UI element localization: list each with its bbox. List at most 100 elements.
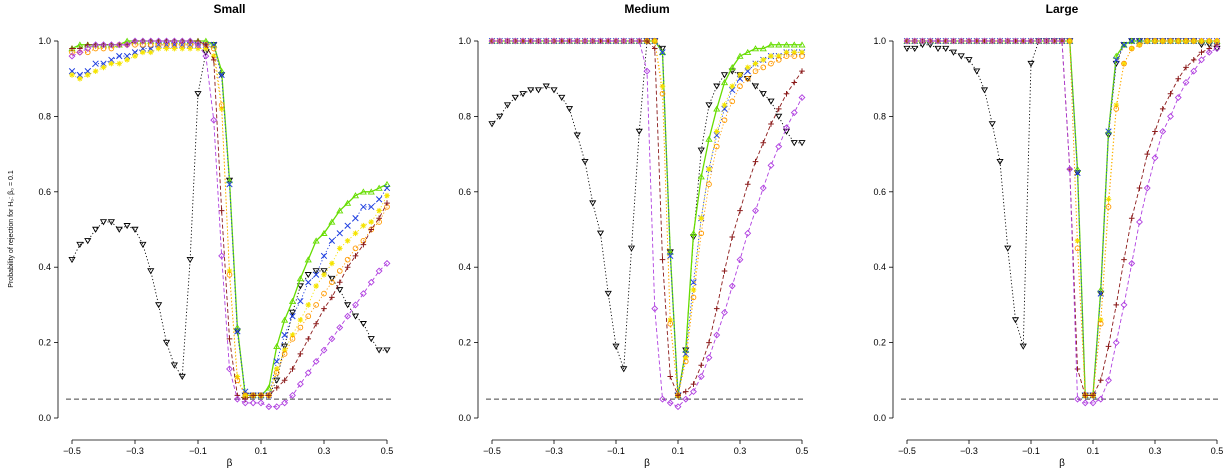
chart-panel-2: Medium 0.0 0.2 0.4 0.6 0.8 1.0 −0.5 −0.3 −0.1 0.1 0… <box>458 2 808 469</box>
data-point <box>1190 57 1197 63</box>
data-point <box>706 339 712 346</box>
data-point <box>375 347 383 354</box>
data-point <box>344 264 351 270</box>
data-point <box>1012 37 1019 45</box>
data-point <box>798 140 806 147</box>
data-point <box>1113 56 1120 64</box>
data-point <box>729 98 736 105</box>
y-tick-label: 0.0 <box>873 413 886 423</box>
data-point <box>210 45 217 52</box>
data-point <box>359 290 367 298</box>
data-point <box>790 109 798 117</box>
series-5 <box>904 38 1220 399</box>
data-point <box>1074 238 1081 244</box>
data-point <box>281 351 288 357</box>
data-point <box>542 37 550 45</box>
data-point <box>589 37 597 45</box>
data-point <box>203 41 209 48</box>
data-point <box>1175 38 1182 44</box>
data-point <box>713 105 721 112</box>
data-point <box>265 403 273 411</box>
data-point <box>313 320 319 327</box>
data-point <box>359 188 367 195</box>
data-point <box>744 48 752 55</box>
data-point <box>320 252 328 260</box>
data-point <box>1066 38 1073 44</box>
data-point <box>744 64 751 71</box>
data-point <box>996 158 1004 166</box>
data-point <box>273 369 280 376</box>
data-point <box>242 396 249 402</box>
data-point <box>344 312 352 320</box>
data-point <box>721 309 728 316</box>
data-point <box>123 223 131 230</box>
x-tick-label: −0.3 <box>960 446 978 456</box>
data-point <box>281 347 288 353</box>
data-point <box>1128 215 1135 221</box>
data-point <box>241 399 249 407</box>
data-point <box>775 53 782 59</box>
data-point <box>729 83 736 90</box>
data-point <box>612 343 620 350</box>
data-point <box>344 302 352 309</box>
data-point <box>644 38 650 44</box>
data-point <box>92 60 99 67</box>
data-point <box>1128 37 1136 44</box>
data-point <box>721 268 728 274</box>
x-tick-label: −0.1 <box>607 446 625 456</box>
data-point <box>336 287 344 294</box>
data-point <box>234 328 241 335</box>
data-point <box>321 271 327 278</box>
data-point <box>488 121 496 128</box>
data-point <box>682 388 689 395</box>
data-point <box>790 140 798 147</box>
data-point <box>312 237 320 244</box>
data-point <box>1066 38 1073 44</box>
data-point <box>344 199 352 206</box>
data-point <box>790 41 798 48</box>
data-point <box>360 203 367 211</box>
data-point <box>666 248 674 255</box>
data-point <box>667 320 674 327</box>
data-point <box>84 238 92 245</box>
data-point <box>690 287 697 293</box>
data-point <box>289 366 296 372</box>
data-point <box>942 37 950 45</box>
data-point <box>744 181 751 188</box>
panel-title: Medium <box>624 2 669 16</box>
series-5 <box>489 38 805 399</box>
data-point <box>344 222 351 229</box>
data-point <box>527 87 535 94</box>
data-point <box>305 279 312 286</box>
data-point <box>565 106 574 113</box>
data-point <box>705 354 713 362</box>
data-point <box>965 57 973 64</box>
data-point <box>359 321 367 328</box>
data-point <box>667 252 674 260</box>
data-point <box>775 41 783 48</box>
data-point <box>682 354 689 361</box>
data-point <box>783 49 790 56</box>
data-point <box>752 158 759 165</box>
data-point <box>721 102 728 108</box>
data-point <box>69 45 75 52</box>
series-7 <box>68 37 391 411</box>
data-point <box>1152 128 1158 135</box>
data-point <box>689 229 698 236</box>
data-point <box>511 37 519 45</box>
data-point <box>573 37 581 45</box>
data-point <box>312 268 320 275</box>
data-point <box>336 207 344 214</box>
data-point <box>1097 395 1105 403</box>
data-point <box>297 297 304 305</box>
series-6 <box>489 38 805 399</box>
data-point <box>957 53 965 60</box>
data-point <box>713 128 720 135</box>
data-point <box>496 113 504 120</box>
series-7 <box>488 37 806 411</box>
data-point <box>690 381 697 387</box>
x-tick-label: −0.5 <box>898 446 916 456</box>
data-point <box>281 399 289 407</box>
data-point <box>368 203 375 211</box>
data-point <box>273 342 281 350</box>
